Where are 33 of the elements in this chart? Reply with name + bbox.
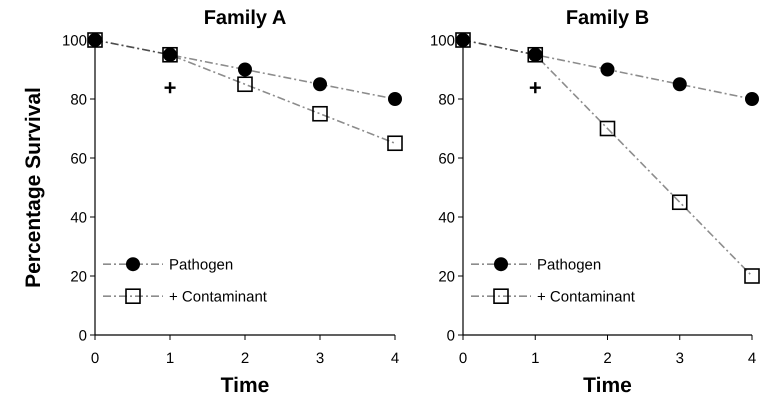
chart-title: Family B (566, 7, 650, 29)
x-axis-title: Time (220, 374, 270, 397)
legend-label: Pathogen (537, 256, 602, 274)
legend-label: + Contaminant (537, 288, 636, 306)
y-tick-label: 0 (78, 327, 87, 344)
y-tick-label: 100 (430, 32, 455, 50)
y-axis-title: Percentage Survival (22, 87, 45, 288)
chart-title: Family A (204, 7, 286, 29)
x-tick-label: 4 (390, 350, 400, 367)
x-tick-label: 3 (676, 350, 684, 367)
y-tick-label: 20 (438, 268, 455, 286)
annotation: + (528, 74, 542, 100)
legend-label: Pathogen (169, 256, 234, 274)
y-tick-label: 60 (70, 150, 87, 168)
y-tick-label: 20 (70, 268, 87, 286)
y-tick-label: 40 (438, 209, 455, 226)
y-tick-label: 0 (446, 327, 455, 344)
y-tick-label: 80 (70, 91, 87, 108)
annotation: + (164, 74, 176, 100)
x-tick-label: 2 (603, 350, 612, 367)
x-tick-label: 4 (748, 350, 756, 367)
y-tick-label: 80 (438, 91, 455, 108)
x-tick-label: 0 (458, 350, 468, 367)
y-tick-label: 40 (70, 209, 87, 226)
x-tick-label: 1 (166, 350, 174, 367)
x-tick-label: 0 (90, 350, 100, 367)
x-tick-label: 3 (316, 350, 324, 367)
x-tick-label: 2 (240, 350, 250, 367)
legend-label: + Contaminant (169, 288, 268, 306)
y-tick-label: 100 (62, 32, 87, 50)
x-tick-label: 1 (531, 350, 540, 367)
y-tick-label: 60 (438, 150, 455, 168)
x-axis-title: Time (583, 374, 632, 397)
